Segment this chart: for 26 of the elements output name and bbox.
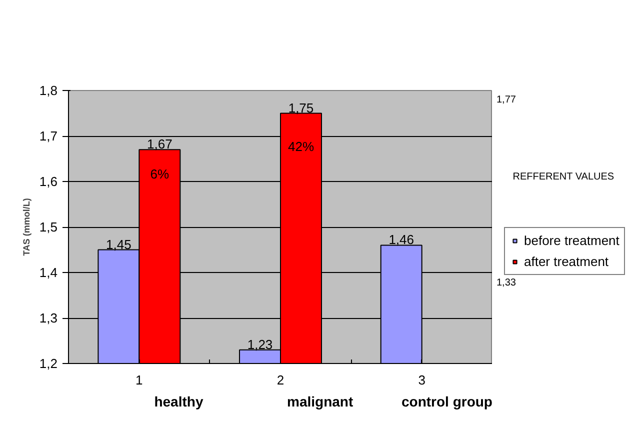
- text: healthy: [154, 394, 204, 410]
- y-tick-label: 1,2: [39, 356, 58, 371]
- y-tick-label: 1,4: [39, 265, 58, 280]
- y-tick-label: 1,3: [39, 310, 58, 326]
- text: REFFERENT VALUES: [512, 172, 614, 182]
- text: control group: [402, 394, 493, 410]
- y-tick-label: 1,8: [39, 83, 58, 98]
- text: 1,33: [496, 278, 516, 288]
- y-tick-label: 1,7: [39, 128, 58, 144]
- y-tick-label: 1,5: [39, 220, 58, 234]
- text: malignant: [287, 394, 354, 410]
- annotation: 6%: [150, 166, 170, 182]
- legend-label: after treatment: [524, 254, 609, 268]
- data-label: 1,75: [288, 100, 314, 116]
- text: 1,77: [496, 94, 516, 106]
- y-tick-label: 1,6: [39, 174, 58, 189]
- x-tick-label: 1: [136, 372, 143, 388]
- data-label: 1,67: [147, 136, 172, 152]
- x-tick-label: 2: [276, 372, 284, 388]
- data-label: 1,23: [247, 336, 273, 352]
- x-tick-label: 3: [418, 372, 426, 388]
- data-label: 1,46: [388, 232, 414, 248]
- annotation: 42%: [288, 139, 314, 154]
- y-axis-title: TAS (mmol/L): [21, 198, 32, 256]
- legend-label: before treatment: [524, 232, 620, 248]
- data-label: 1,45: [106, 236, 132, 252]
